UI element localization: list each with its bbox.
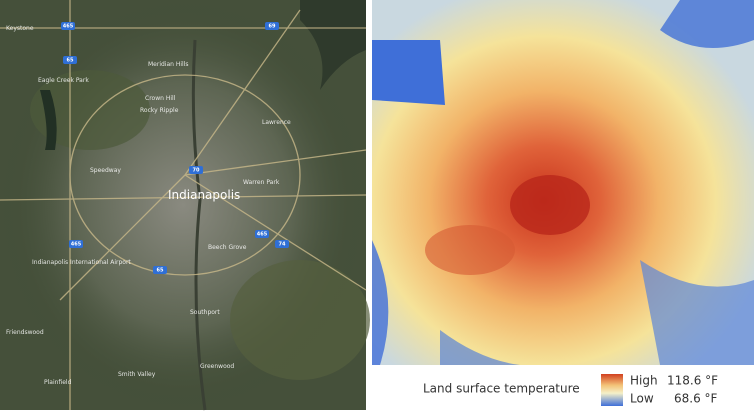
- place-label: Friendswood: [6, 329, 44, 336]
- place-label: Indianapolis International Airport: [32, 259, 131, 266]
- place-label: Speedway: [90, 167, 121, 174]
- legend-high-value: 118.6 °F: [667, 374, 718, 388]
- shield-label: 465: [71, 242, 82, 248]
- place-label: Plainfield: [44, 379, 72, 386]
- legend-low-label: Low: [630, 392, 654, 406]
- shield-label: 70: [193, 168, 200, 174]
- shield-label: 74: [279, 242, 286, 248]
- place-label: Rocky Ripple: [140, 107, 179, 114]
- place-label: Lawrence: [262, 119, 291, 126]
- place-label: Southport: [190, 309, 220, 316]
- legend-low-value: 68.6 °F: [674, 392, 718, 406]
- place-label: Beech Grove: [208, 244, 247, 251]
- satellite-map: [0, 0, 370, 411]
- city-label: Indianapolis: [168, 188, 240, 202]
- place-label: Meridian Hills: [148, 61, 189, 68]
- legend-high-label: High: [630, 374, 658, 388]
- place-label: Smith Valley: [118, 371, 156, 378]
- shield-label: 465: [63, 24, 74, 30]
- legend-title: Land surface temperature: [423, 382, 580, 396]
- place-label: Greenwood: [200, 363, 234, 370]
- place-label: Warren Park: [243, 179, 280, 186]
- shield-label: 465: [257, 232, 268, 238]
- legend: Land surface temperature High 118.6 °F L…: [423, 374, 718, 406]
- shield-label: 65: [67, 58, 74, 64]
- map-labels: Indianapolis Keystone Meridian Hills Eag…: [6, 25, 291, 386]
- shield-label: 69: [269, 24, 276, 30]
- place-label: Eagle Creek Park: [38, 77, 89, 84]
- heat-map: [372, 0, 754, 365]
- shield-label: 65: [157, 268, 164, 274]
- legend-color-bar: [601, 374, 623, 406]
- highway-shields: 465 65 69 70 74 465 65 465: [61, 22, 289, 274]
- place-label: Keystone: [6, 25, 34, 32]
- place-label: Crown Hill: [145, 95, 176, 102]
